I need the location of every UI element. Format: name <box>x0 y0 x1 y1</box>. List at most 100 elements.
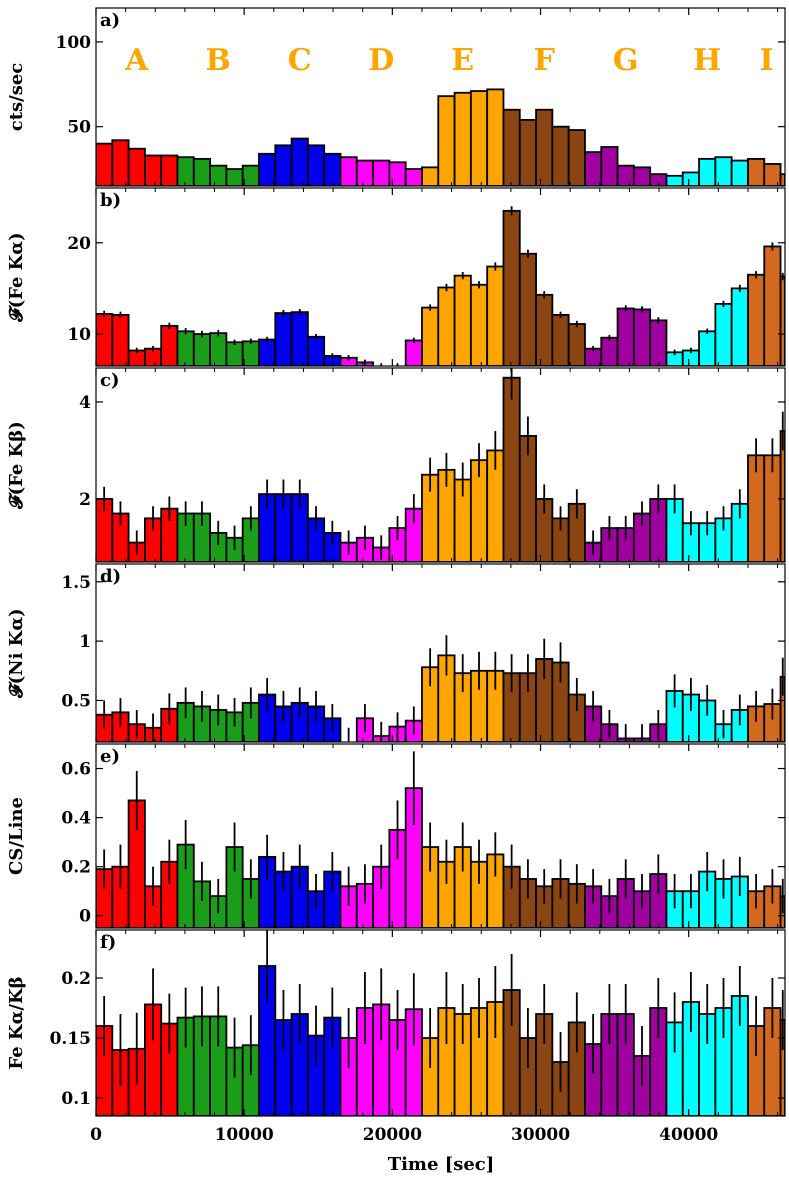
y-tick-label: 50 <box>67 118 91 138</box>
data-bar <box>241 164 260 186</box>
data-bar <box>747 273 766 366</box>
x-tick-label: 40000 <box>659 1125 718 1145</box>
data-bar <box>730 159 749 186</box>
data-bar <box>209 332 228 366</box>
data-bar <box>551 125 570 186</box>
data-bar <box>404 168 423 186</box>
bars-group <box>96 88 785 186</box>
data-bar <box>323 152 342 186</box>
data-bar <box>469 90 489 186</box>
y-axis-label: 𝓕(Ni Kα) <box>6 608 27 698</box>
data-bar <box>730 287 749 366</box>
data-bar <box>225 168 244 186</box>
panel-frame <box>95 929 786 1117</box>
panel-3: 2 4 c) 𝓕(Fe Kβ) <box>6 367 786 563</box>
data-bar <box>763 163 782 186</box>
data-bar <box>160 324 179 366</box>
panel-frame <box>95 367 786 563</box>
data-bar <box>779 173 785 186</box>
y-tick-label: 0.4 <box>61 809 91 829</box>
segment-letter-d: D <box>368 43 394 78</box>
data-bar <box>192 333 211 366</box>
data-bar <box>290 311 309 366</box>
data-bar <box>714 303 733 366</box>
bars-group <box>96 635 785 742</box>
data-bar <box>763 245 782 366</box>
y-tick-label: 0.6 <box>61 760 91 780</box>
data-bar <box>258 338 277 366</box>
panel-frame <box>95 187 786 367</box>
panel-5: 0 0.2 0.4 0.6 e) CS/Line <box>6 743 786 929</box>
y-tick-label: 20 <box>67 234 91 254</box>
data-bar <box>372 159 391 186</box>
data-bar <box>698 157 717 186</box>
data-bar <box>616 164 635 186</box>
y-tick-label: 1.5 <box>61 573 91 593</box>
data-bar <box>649 319 668 366</box>
panel-tag: a) <box>100 10 120 31</box>
data-bar <box>176 330 195 366</box>
data-bar <box>274 144 293 186</box>
data-bar <box>747 157 766 186</box>
segment-letter-f: F <box>534 43 555 78</box>
y-tick-label: 0.5 <box>61 691 91 711</box>
y-tick-label: 0.15 <box>50 1029 91 1049</box>
data-bar <box>469 283 489 366</box>
data-bar <box>714 156 733 186</box>
panel-tag: b) <box>100 190 121 211</box>
data-bar <box>779 430 785 562</box>
segment-letter-b: B <box>206 43 231 78</box>
y-tick-label: 0.2 <box>61 969 91 989</box>
data-bar <box>111 139 130 186</box>
y-axis-label: cts/sec <box>6 63 27 132</box>
data-bar <box>306 335 326 366</box>
data-bar <box>567 129 586 186</box>
x-tick-label: 10000 <box>215 1125 274 1145</box>
data-bar <box>518 118 537 186</box>
data-bar <box>535 108 554 186</box>
segment-letter-g: G <box>613 43 639 78</box>
data-bar <box>502 209 521 366</box>
data-bar <box>535 293 554 366</box>
data-bar <box>209 164 228 186</box>
data-bar <box>518 252 537 366</box>
data-bar <box>96 313 114 366</box>
data-bar <box>127 147 146 186</box>
panel-tag: c) <box>100 370 119 391</box>
data-bar <box>437 95 456 186</box>
data-bar <box>160 154 179 186</box>
y-tick-label: 1 <box>79 632 91 652</box>
data-bar <box>290 137 309 186</box>
data-bar <box>225 341 244 366</box>
segment-letter-c: C <box>288 43 312 78</box>
bars-group <box>96 930 785 1116</box>
data-bar <box>355 159 374 186</box>
panel-frame <box>95 7 786 187</box>
data-bar <box>96 142 114 186</box>
y-tick-label: 2 <box>79 490 91 510</box>
data-bar <box>274 312 293 366</box>
data-bar <box>176 156 195 186</box>
data-bar <box>616 307 635 366</box>
data-bar <box>453 274 472 366</box>
panel-tag: d) <box>100 566 121 587</box>
y-tick-label: 100 <box>56 33 92 53</box>
data-bar <box>632 166 652 186</box>
data-bar <box>192 157 211 186</box>
data-bar <box>632 308 652 366</box>
y-tick-label: 4 <box>79 393 91 413</box>
panel-frame <box>95 743 786 929</box>
data-bar <box>453 91 472 186</box>
data-bar <box>551 313 570 366</box>
data-bar <box>584 151 603 186</box>
data-bar <box>421 166 440 186</box>
y-tick-label: 10 <box>67 325 91 345</box>
data-bar <box>698 330 717 366</box>
x-tick-label: 20000 <box>363 1125 422 1145</box>
y-axis-label: 𝓕(Fe Kβ) <box>6 421 27 509</box>
data-bar <box>421 306 440 366</box>
data-bar <box>486 265 505 366</box>
data-bar <box>502 376 521 562</box>
